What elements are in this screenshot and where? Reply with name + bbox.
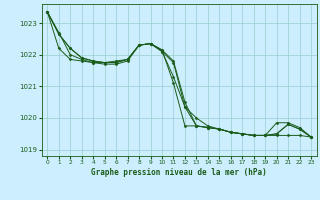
X-axis label: Graphe pression niveau de la mer (hPa): Graphe pression niveau de la mer (hPa) [91,168,267,177]
